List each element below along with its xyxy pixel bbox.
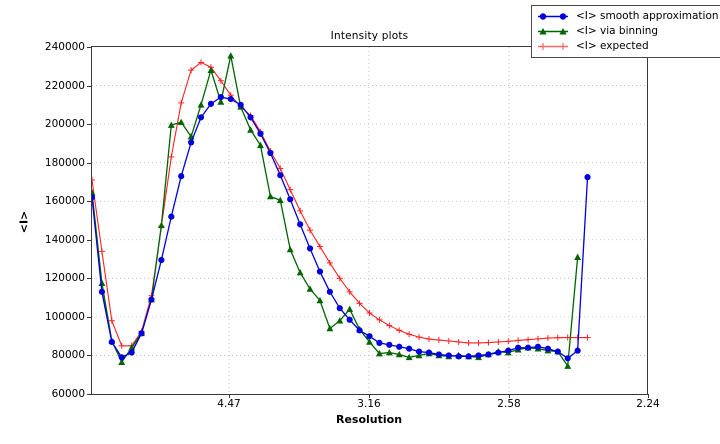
legend-marker-triangle-icon [538,28,568,35]
y-tick-label: 180000 [44,156,85,169]
y-tick-label: 220000 [44,79,85,92]
legend-label: <I> smooth approximation [576,10,719,22]
legend-item[interactable]: <I> via binning [536,24,719,39]
x-tick-label: 4.47 [217,398,241,410]
y-axis-label: <I> [17,210,31,234]
legend-label: <I> via binning [576,25,659,37]
x-tick-mark [648,394,649,398]
x-tick-label: 3.16 [357,398,381,410]
x-tick-label: 2.24 [636,398,660,410]
y-tick-label: 160000 [44,195,85,208]
legend-marker-plus-icon [538,43,568,50]
y-tick-mark [87,278,91,280]
legend-item[interactable]: <I> expected [536,39,719,54]
y-axis-tick-labels: 60000 80000 100000 120000 140000 160000 180000… [0,0,85,444]
y-tick-mark [87,124,91,126]
y-tick-mark [87,162,91,164]
y-tick-mark [87,316,91,318]
chart-title: Intensity plots [330,30,409,42]
x-tick-label: 2.58 [497,398,521,410]
plot-area [91,46,648,395]
y-tick-label: 120000 [44,272,85,285]
chart-plot-svg [92,47,647,394]
x-tick-mark [229,394,230,398]
x-tick-mark [369,394,370,398]
series-1 [92,52,582,369]
legend-item[interactable]: <I> smooth approximation [536,9,719,24]
legend-label: <I> expected [576,40,649,52]
x-axis-label: Resolution [335,413,403,426]
y-tick-mark [87,355,91,357]
y-tick-label: 60000 [51,388,85,400]
y-tick-mark [87,47,91,48]
y-tick-label: 140000 [44,233,85,246]
y-tick-label: 240000 [44,41,85,53]
y-tick-label: 200000 [44,118,85,131]
series-2 [92,59,591,349]
y-tick-mark [87,394,91,395]
x-tick-mark [509,394,510,398]
y-tick-mark [87,85,91,87]
y-tick-mark [87,201,91,203]
y-tick-label: 80000 [51,349,85,362]
series-0 [92,94,591,362]
y-tick-mark [87,239,91,241]
chart-legend: <I> smooth approximation <I> via binning <… [531,5,720,58]
y-tick-label: 100000 [44,310,85,323]
legend-marker-circle-icon [538,13,568,20]
